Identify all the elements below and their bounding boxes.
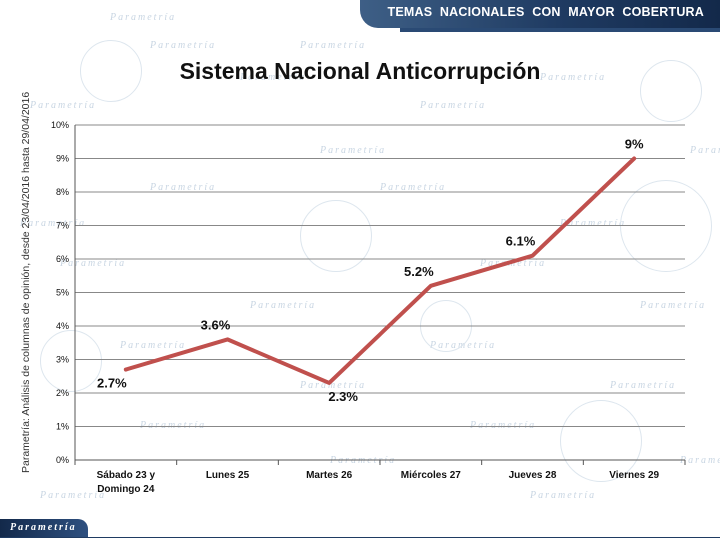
footer-logo-text: Parametría xyxy=(10,522,77,533)
y-tick-label: 3% xyxy=(56,355,69,365)
data-label: 3.6% xyxy=(201,317,231,332)
y-tick-label: 1% xyxy=(56,422,69,432)
x-tick-label: Jueves 28 xyxy=(509,470,557,481)
chart-title: Sistema Nacional Anticorrupción xyxy=(179,58,541,84)
footer-rule xyxy=(0,537,720,538)
header-stripe xyxy=(400,28,720,32)
series-line xyxy=(123,156,637,385)
y-tick-label: 4% xyxy=(56,321,69,331)
y-tick-label: 9% xyxy=(56,154,69,164)
x-tick-label: Viernes 29 xyxy=(609,470,659,481)
header-banner: TEMAS NACIONALES CON MAYOR COBERTURA xyxy=(360,0,720,32)
data-label: 5.2% xyxy=(404,264,434,279)
x-tick-label: Martes 26 xyxy=(306,470,353,481)
footer-logo: Parametría xyxy=(0,519,88,537)
data-label: 2.3% xyxy=(328,389,358,404)
y-tick-label: 0% xyxy=(56,455,69,465)
y-tick-label: 8% xyxy=(56,187,69,197)
y-tick-label: 2% xyxy=(56,388,69,398)
x-tick-label: Lunes 25 xyxy=(206,470,250,481)
x-tick-label: Sábado 23 y Domingo 24 xyxy=(97,470,156,495)
x-tick-label: Miércoles 27 xyxy=(401,470,461,481)
header-banner-text: TEMAS NACIONALES CON MAYOR COBERTURA xyxy=(387,5,704,19)
y-tick-label: 6% xyxy=(56,254,69,264)
data-label: 6.1% xyxy=(506,234,536,249)
y-tick-label: 7% xyxy=(56,221,69,231)
data-label: 2.7% xyxy=(97,376,127,391)
y-tick-label: 5% xyxy=(56,288,69,298)
y-tick-label: 10% xyxy=(51,120,69,130)
data-label: 9% xyxy=(625,137,644,152)
